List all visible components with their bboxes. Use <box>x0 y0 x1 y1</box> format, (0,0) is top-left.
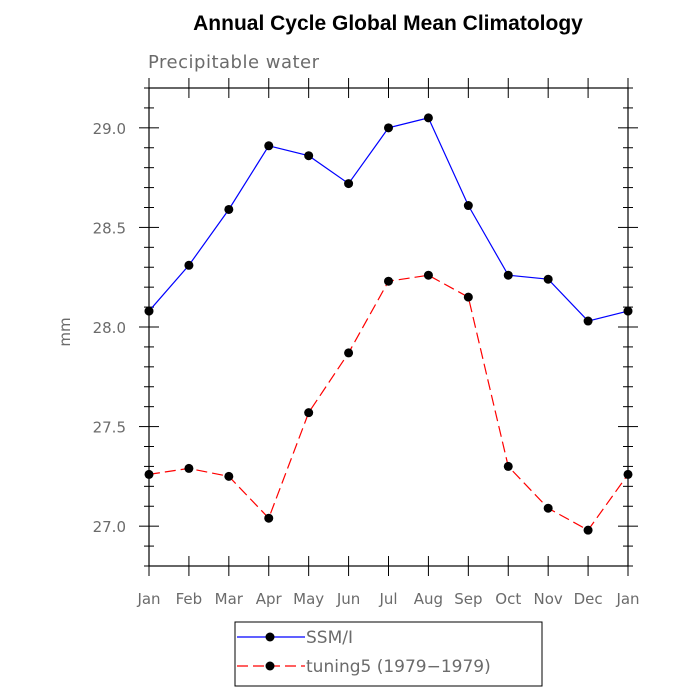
legend-box <box>234 621 543 687</box>
chart-title: Annual Cycle Global Mean Climatology <box>193 12 583 35</box>
x-tick-label: Aug <box>414 590 443 608</box>
series-1-point <box>144 469 154 479</box>
series-0-point <box>543 274 553 284</box>
x-tick-label: Dec <box>574 590 603 608</box>
series-0-point <box>423 113 433 123</box>
series-0-point <box>344 179 354 189</box>
series-0-point <box>463 201 473 211</box>
series-line-0 <box>148 117 629 322</box>
y-tick-label: 28.0 <box>93 319 126 337</box>
legend-marker-tuning5 <box>265 661 275 671</box>
x-tick-label: Jan <box>136 590 160 608</box>
plot-frame <box>148 87 629 567</box>
series-0-point <box>224 204 234 214</box>
y-tick-label: 28.5 <box>93 219 126 237</box>
x-tick-label: Oct <box>495 590 521 608</box>
y-tick-label: 27.0 <box>93 518 126 536</box>
legend-label-ssmi: SSM/I <box>306 628 353 648</box>
series-0-point <box>623 306 633 316</box>
series-1-point <box>304 408 314 418</box>
series-0-point <box>503 270 513 280</box>
y-tick-labels: 27.0 27.5 28.0 28.5 29.0 <box>93 120 126 536</box>
legend-label-tuning5: tuning5 (1979−1979) <box>306 657 491 677</box>
series-1-point <box>264 513 274 523</box>
series-1-point <box>384 276 393 286</box>
series-1-point <box>224 471 234 481</box>
y-tick-label: 27.5 <box>93 419 126 437</box>
x-tick-label: Jul <box>378 590 397 608</box>
x-tick-label: Jun <box>336 590 360 608</box>
y-axis-label: mm <box>56 317 74 346</box>
legend-marker-ssmi <box>265 632 275 642</box>
legend: SSM/I tuning5 (1979−1979) <box>234 621 543 687</box>
series-1-point <box>423 270 433 280</box>
axis-ticks <box>139 78 638 576</box>
series-1-point <box>583 525 593 535</box>
x-tick-label: Sep <box>454 590 482 608</box>
series-1-point <box>344 348 354 358</box>
x-tick-label: Jan <box>615 590 639 608</box>
x-tick-label: Feb <box>176 590 203 608</box>
series-0-point <box>184 260 194 270</box>
series-layer <box>144 113 633 535</box>
y-tick-label: 29.0 <box>93 120 126 138</box>
chart-subtitle: Precipitable water <box>148 52 320 73</box>
series-line-1 <box>148 274 629 531</box>
series-1-point <box>623 469 633 479</box>
series-0-point <box>384 123 393 133</box>
series-1-point <box>184 463 194 473</box>
x-tick-labels: Jan Feb Mar Apr May Jun Jul Aug Sep Oct Nov Dec Jan <box>136 590 639 608</box>
series-0-point <box>583 316 593 326</box>
x-tick-label: May <box>293 590 324 608</box>
series-0-point <box>264 141 274 151</box>
series-0-point <box>144 306 154 316</box>
x-tick-label: Mar <box>215 590 244 608</box>
series-1-point <box>463 292 473 302</box>
x-tick-label: Apr <box>256 590 283 608</box>
series-1-point <box>543 503 553 513</box>
x-tick-label: Nov <box>534 590 563 608</box>
series-0-point <box>304 151 314 161</box>
series-1-point <box>503 461 513 471</box>
